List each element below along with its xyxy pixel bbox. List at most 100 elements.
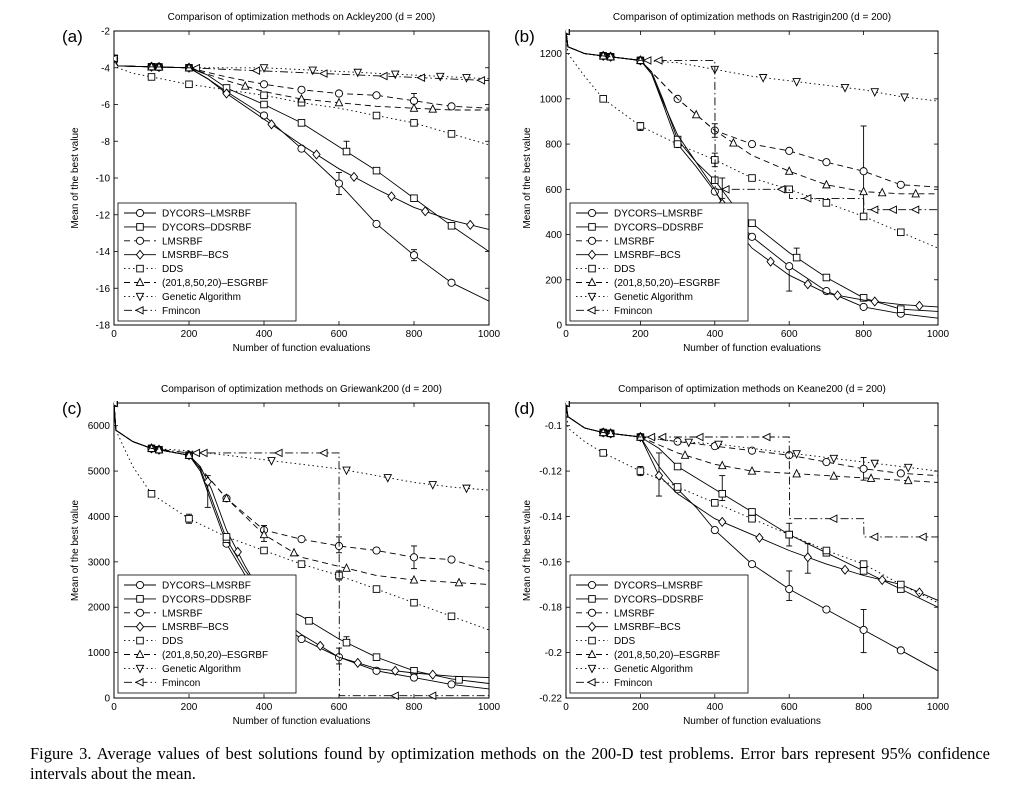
legend-marker (587, 664, 597, 674)
data-point (803, 552, 812, 563)
data-point (185, 514, 193, 523)
y-tick-label: 4000 (88, 512, 111, 523)
data-point (897, 580, 905, 589)
legend-label: Fmincon (162, 306, 200, 317)
data-point (673, 462, 682, 471)
data-point (642, 56, 652, 65)
data-point (334, 97, 344, 107)
legend-marker (587, 649, 597, 659)
data-point (372, 91, 381, 100)
data-point (717, 460, 727, 470)
data-point (222, 493, 231, 502)
legend-marker (587, 236, 597, 245)
data-point (409, 673, 419, 682)
data-point (802, 194, 812, 203)
data-point (755, 532, 764, 543)
data-point (222, 533, 231, 541)
data-point (748, 514, 756, 523)
data-point (435, 72, 445, 82)
data-point (859, 294, 868, 302)
x-tick-label: 0 (563, 702, 569, 713)
x-tick-label: 200 (632, 702, 649, 713)
data-point (372, 219, 381, 228)
data-point (447, 555, 456, 564)
y-axis-label: Mean of the best value (522, 499, 533, 601)
x-tick-label: 0 (563, 329, 569, 340)
data-point (372, 546, 381, 555)
legend-label: DYCORS–LMSRBF (162, 209, 251, 220)
data-point (147, 61, 156, 71)
data-point (198, 448, 208, 458)
legend-label: DDS (614, 636, 635, 647)
data-point (454, 577, 464, 587)
data-point (191, 63, 201, 73)
data-point (184, 450, 194, 459)
y-tick-label: 800 (545, 140, 562, 151)
data-point (260, 91, 268, 100)
chart-panel: 0 200 400 600 800 1000 0 200 400 600 800 1000 1200 Co… (514, 12, 950, 354)
legend-label: DYCORS–DDSRBF (614, 222, 703, 233)
data-point (714, 440, 723, 450)
data-point (312, 149, 321, 160)
data-point (297, 119, 306, 127)
legend (569, 574, 749, 694)
data-point (878, 574, 887, 586)
series-group (566, 29, 938, 319)
x-tick-label: 600 (331, 702, 348, 713)
data-point (828, 514, 838, 524)
legend-label: (201,8,50,20)–ESGRBF (162, 650, 268, 661)
data-point (694, 432, 704, 442)
data-point (720, 184, 730, 194)
legend-marker (135, 621, 145, 632)
data-point (447, 278, 456, 287)
data-point (784, 166, 794, 175)
data-point (911, 188, 921, 198)
legend (569, 202, 749, 322)
y-tick-label: 400 (545, 230, 562, 241)
chart-title: Comparison of optimization methods on Ac… (168, 12, 436, 23)
data-point (297, 634, 306, 644)
data-point (747, 560, 757, 569)
data-point (427, 691, 437, 700)
legend-label: DDS (162, 636, 183, 647)
data-point (870, 459, 880, 469)
data-point (859, 167, 868, 176)
x-tick-label: 200 (181, 702, 198, 713)
legend-label: Genetic Algorithm (162, 292, 241, 303)
data-point (761, 432, 771, 442)
x-tick-label: 400 (706, 702, 723, 713)
data-point (718, 516, 727, 528)
data-point (409, 103, 419, 112)
data-point (785, 585, 794, 594)
figure-caption: Figure 3. Average values of best solutio… (30, 744, 990, 783)
legend-marker (135, 249, 145, 260)
data-point (297, 560, 306, 568)
data-point (822, 457, 831, 467)
data-point (903, 475, 913, 485)
data-point (785, 530, 793, 539)
data-point (409, 251, 419, 260)
x-axis-label: Number of function evaluations (683, 343, 821, 354)
y-tick-label: 5000 (88, 467, 111, 478)
data-point (305, 617, 313, 625)
data-point (636, 122, 645, 130)
legend-label: (201,8,50,20)–ESGRBF (614, 650, 720, 661)
data-point (318, 69, 328, 78)
data-point (349, 171, 359, 183)
y-tick-label: -0.12 (539, 467, 562, 478)
data-point (748, 219, 756, 227)
legend-label: DDS (162, 264, 183, 275)
y-tick-label: -4 (101, 63, 110, 74)
data-point (114, 401, 118, 408)
data-point (342, 638, 351, 647)
data-point (410, 598, 418, 607)
legend-label: Fmincon (614, 306, 652, 317)
data-point (897, 305, 905, 313)
y-tick-label: 3000 (88, 557, 111, 568)
legend-marker (135, 664, 145, 674)
data-point (372, 653, 381, 661)
data-point (785, 146, 794, 155)
data-point (297, 535, 306, 544)
data-point (428, 103, 438, 113)
panel-label: (b) (514, 27, 535, 46)
